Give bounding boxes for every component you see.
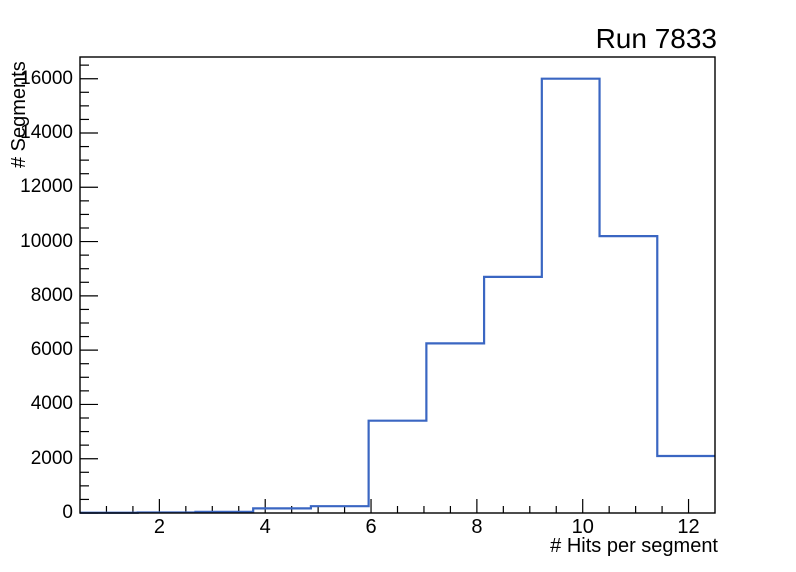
tick-marks	[80, 64, 690, 514]
x-tick-label: 8	[471, 516, 483, 538]
y-tick-label: 12000	[20, 176, 73, 198]
histogram-line	[80, 77, 715, 514]
y-tick-label: 4000	[30, 393, 73, 415]
y-tick-label: 0	[62, 502, 73, 523]
x-axis-title: # Hits per segment	[550, 535, 718, 557]
y-tick-label: 2000	[30, 447, 73, 469]
x-tick-label: 10	[571, 516, 594, 538]
x-tick-label: 12	[677, 516, 700, 538]
plot-frame	[79, 56, 716, 514]
y-tick-label: 8000	[30, 284, 73, 306]
chart-title: Run 7833	[595, 23, 717, 54]
y-tick-label: 14000	[20, 122, 73, 143]
y-tick-label: 16000	[20, 67, 73, 89]
x-tick-label: 2	[153, 516, 165, 538]
x-tick-label: 4	[259, 516, 271, 538]
y-tick-label: 10000	[20, 230, 73, 252]
y-tick-label: 6000	[30, 339, 73, 361]
x-tick-label: 6	[365, 516, 377, 538]
